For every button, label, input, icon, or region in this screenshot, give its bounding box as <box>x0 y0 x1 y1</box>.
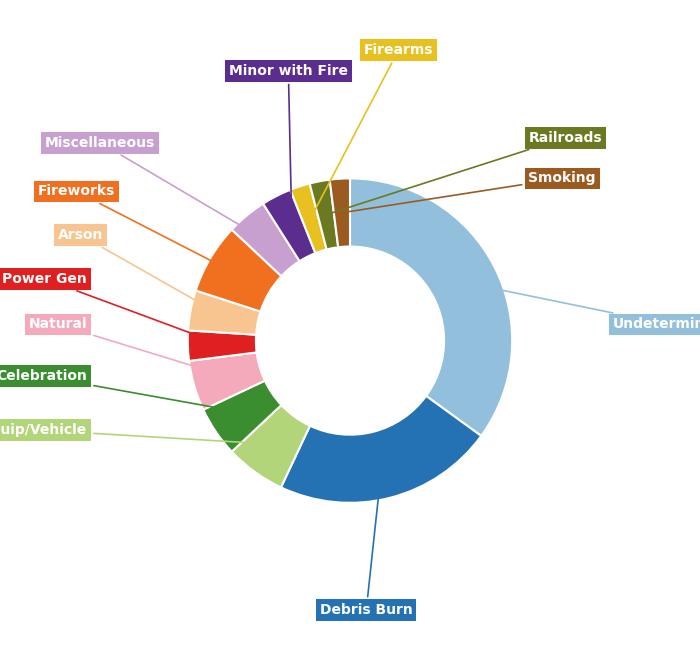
Text: Fireworks: Fireworks <box>38 184 237 274</box>
Wedge shape <box>281 396 481 503</box>
Text: Firearms: Firearms <box>312 43 433 216</box>
Wedge shape <box>232 405 310 487</box>
Wedge shape <box>350 178 512 436</box>
Wedge shape <box>263 190 316 261</box>
Text: Smoking: Smoking <box>344 172 596 212</box>
Text: Debris Burn: Debris Burn <box>320 467 412 617</box>
Wedge shape <box>330 178 350 247</box>
Text: Minor with Fire: Minor with Fire <box>229 64 348 223</box>
Text: Power Gen: Power Gen <box>3 272 219 344</box>
Wedge shape <box>196 229 281 311</box>
Wedge shape <box>203 380 281 452</box>
Text: Natural: Natural <box>29 317 224 376</box>
Text: Celebration: Celebration <box>0 369 241 412</box>
Text: Railroads: Railroads <box>328 131 602 214</box>
Wedge shape <box>189 352 265 410</box>
Wedge shape <box>232 203 300 276</box>
Wedge shape <box>188 291 260 334</box>
Wedge shape <box>309 180 338 249</box>
Text: Miscellaneous: Miscellaneous <box>45 136 266 241</box>
Wedge shape <box>188 331 257 361</box>
Text: Arson: Arson <box>58 228 222 315</box>
Text: Equip/Vehicle: Equip/Vehicle <box>0 423 272 444</box>
Text: Undetermined: Undetermined <box>467 283 700 331</box>
Wedge shape <box>290 184 327 253</box>
